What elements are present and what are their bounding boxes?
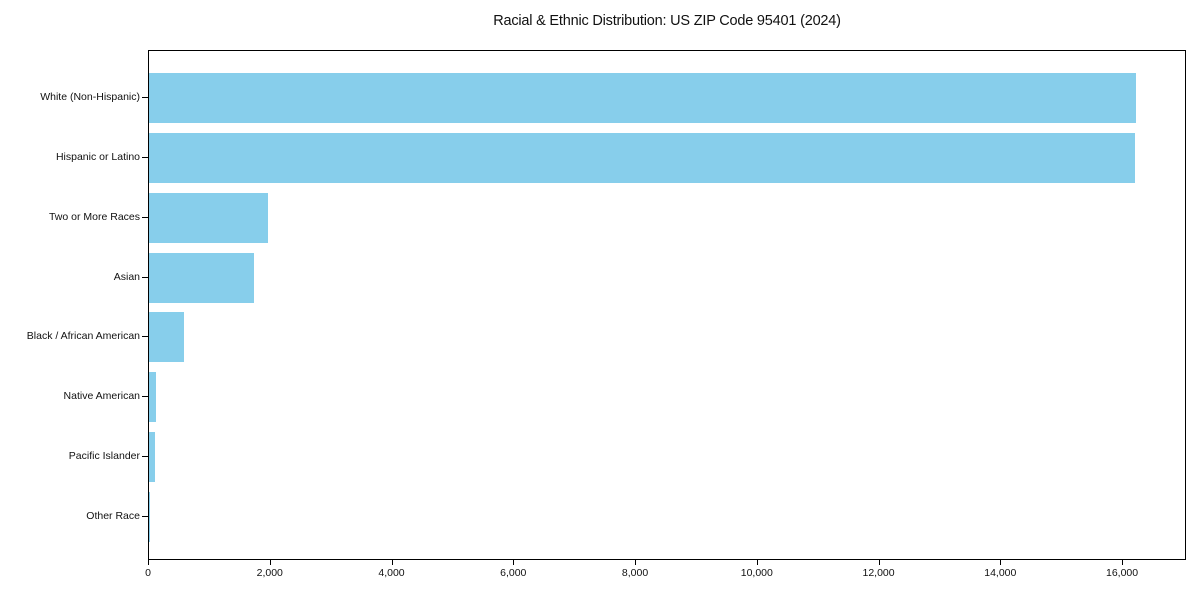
plot-area (148, 50, 1186, 560)
bar-pacific-islander (149, 432, 156, 483)
ytick-label-asian: Asian (113, 270, 140, 283)
xtick-label-6000: 6,000 (500, 567, 527, 579)
xtick-label-10000: 10,000 (740, 567, 773, 579)
xtick-label-16000: 16,000 (1106, 567, 1139, 579)
bar-asian (149, 252, 255, 303)
xtick-label-8000: 8,000 (621, 567, 649, 579)
xtick-label-2000: 2,000 (256, 567, 283, 579)
ytick-mark (142, 97, 148, 98)
xtick-mark (1000, 560, 1002, 565)
xtick-mark (756, 560, 758, 565)
ytick-label-white-non-hispanic: White (Non-Hispanic) (40, 91, 140, 103)
ytick-mark (142, 456, 148, 458)
ytick-label-pacific-islander: Pacific Islander (68, 450, 140, 463)
xtick-mark (513, 560, 515, 565)
ytick-mark (142, 216, 148, 218)
ytick-label-black-african-american: Black / African American (26, 330, 140, 343)
xtick-label-4000: 4,000 (378, 567, 405, 579)
ytick-label-other-race: Other Race (86, 510, 140, 522)
xtick-mark (269, 560, 271, 565)
xtick-mark (1122, 560, 1124, 565)
chart-title: Racial & Ethnic Distribution: US ZIP Cod… (493, 13, 841, 29)
xtick-mark (635, 560, 637, 565)
ytick-mark (142, 156, 148, 158)
ytick-mark (142, 516, 148, 517)
xtick-mark (391, 560, 393, 565)
ytick-label-native-american: Native American (63, 390, 140, 403)
ytick-label-hispanic-or-latino: Hispanic or Latino (55, 150, 140, 163)
ytick-mark (142, 396, 148, 398)
xtick-label-0: 0 (145, 567, 151, 579)
xtick-label-12000: 12,000 (862, 567, 895, 579)
bar-two-or-more-races (149, 192, 269, 243)
bar-native-american (149, 372, 156, 423)
xtick-mark (148, 560, 149, 565)
bar-white-non-hispanic (149, 73, 1136, 123)
bar-black-african-american (149, 312, 184, 363)
ytick-mark (142, 336, 148, 338)
bar-other-race (149, 492, 151, 542)
ytick-label-two-or-more-races: Two or More Races (48, 210, 140, 223)
bar-hispanic-or-latino (149, 132, 1135, 183)
xtick-label-14000: 14,000 (984, 567, 1017, 579)
ytick-mark (142, 276, 148, 278)
xtick-mark (878, 560, 880, 565)
